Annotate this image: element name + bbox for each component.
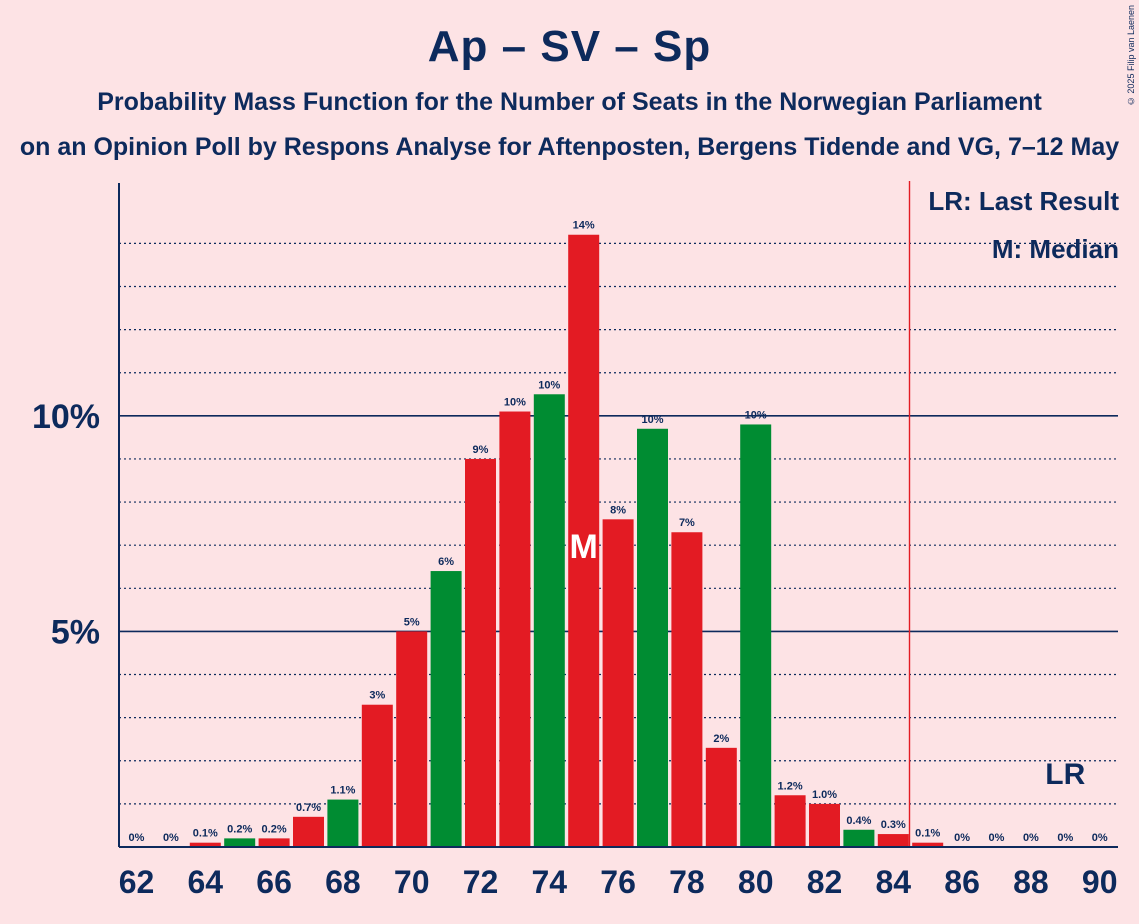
bar-seat-72 [465, 458, 496, 847]
bar-seat-79 [705, 747, 737, 847]
grid-lines [119, 242, 1118, 805]
bar-value-label: 0.1% [193, 828, 218, 840]
bar-seat-66 [258, 838, 290, 847]
bar-seat-84 [877, 834, 909, 847]
bar-value-label: 10% [641, 414, 663, 426]
bar-seat-69 [361, 704, 393, 847]
bar-seat-77 [637, 428, 668, 847]
chart-subtitle: Probability Mass Function for the Number… [97, 88, 1042, 116]
bar-seat-74 [533, 394, 565, 847]
bar-value-label: 10% [538, 379, 560, 391]
bar-seat-73 [499, 411, 531, 847]
median-marker: M [570, 528, 598, 566]
bar-seat-68 [327, 799, 359, 847]
bar-value-label: 0% [129, 832, 145, 844]
bar-seat-71 [430, 571, 462, 847]
bar-value-label: 0% [1092, 832, 1108, 844]
x-tick-label: 76 [600, 864, 636, 900]
bar-value-label: 0% [1057, 832, 1073, 844]
x-tick-label: 90 [1082, 864, 1118, 900]
x-tick-label: 78 [669, 864, 705, 900]
bar-seat-81 [774, 795, 806, 847]
legend-last-result: LR: Last Result [928, 186, 1119, 216]
bar-value-label: 3% [369, 690, 385, 702]
x-tick-label: 66 [256, 864, 292, 900]
bar-value-label: 0% [163, 832, 179, 844]
bar-seat-83 [843, 829, 875, 847]
bar-seat-78 [671, 532, 703, 847]
bars [189, 234, 944, 848]
bar-value-label: 2% [713, 733, 729, 745]
bar-value-label: 5% [404, 616, 420, 628]
bar-value-label: 0.1% [915, 828, 940, 840]
bar-value-label: 8% [610, 504, 626, 516]
bar-value-label: 14% [573, 220, 595, 232]
x-tick-label: 64 [188, 864, 224, 900]
bar-seat-80 [740, 424, 772, 847]
bar-value-label: 0.3% [881, 819, 906, 831]
bar-value-label: 0.7% [296, 802, 321, 814]
bar-seat-67 [293, 816, 324, 847]
bar-seat-76 [602, 519, 634, 847]
bar-value-label: 1.0% [812, 789, 837, 801]
bar-seat-64 [189, 842, 221, 847]
bar-value-label: 0% [1023, 832, 1039, 844]
chart-subtitle-poll: on an Opinion Poll by Respons Analyse fo… [19, 133, 1120, 161]
bar-value-label: 10% [504, 397, 526, 409]
bar-value-label: 6% [438, 556, 454, 568]
bar-seat-65 [224, 838, 256, 847]
bar-value-label: 1.1% [330, 785, 355, 797]
x-tick-label: 80 [738, 864, 774, 900]
bar-seat-70 [396, 631, 428, 847]
bar-value-label: 0.2% [262, 823, 287, 835]
bar-value-label: 0.2% [227, 823, 252, 835]
x-tick-label: 84 [876, 864, 912, 900]
bar-value-label: 0% [989, 832, 1005, 844]
bar-value-label: 0% [954, 832, 970, 844]
bar-value-label: 1.2% [778, 780, 803, 792]
x-tick-label: 86 [944, 864, 980, 900]
x-tick-label: 68 [325, 864, 361, 900]
y-tick-label: 10% [32, 398, 100, 436]
x-tick-label: 88 [1013, 864, 1049, 900]
x-tick-label: 74 [532, 864, 568, 900]
y-tick-label: 5% [51, 613, 100, 651]
bar-value-label: 9% [473, 444, 489, 456]
bar-seat-75 [568, 234, 600, 848]
bar-seat-85 [912, 842, 944, 847]
labels: 0% 0% 0.1% 0.2% 0.2% 0.7% 1.1% 3% 5% 6% 9% 10% 10% 14… [129, 220, 1108, 844]
bar-value-label: 0.4% [846, 815, 871, 827]
x-tick-label: 70 [394, 864, 430, 900]
bar-value-label: 7% [679, 517, 695, 529]
bar-seat-82 [809, 803, 840, 847]
legend-median: M: Median [991, 234, 1119, 264]
x-tick-label: 62 [119, 864, 155, 900]
x-tick-label: 72 [463, 864, 499, 900]
bar-value-label: 10% [745, 409, 767, 421]
last-result-marker: LR [1045, 758, 1085, 791]
axes: 5% 10% 62 64 66 68 70 72 74 76 78 80 82 84 86 88 90 [32, 181, 1118, 900]
chart-title: Ap – SV – Sp [427, 22, 712, 71]
x-tick-label: 82 [807, 864, 843, 900]
